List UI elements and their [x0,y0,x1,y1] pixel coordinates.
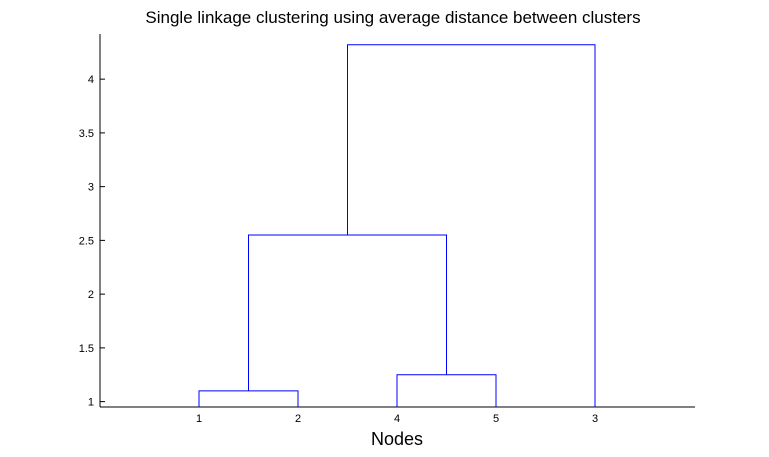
y-tick-label: 2 [88,289,94,301]
y-tick-label: 1 [88,397,94,409]
x-tick-label: 5 [493,413,499,425]
y-tick-label: 3.5 [79,128,94,140]
dendrogram-link [198,390,299,407]
x-tick-label: 4 [394,413,400,425]
x-tick-label: 3 [592,413,598,425]
dendrogram-link [396,374,497,407]
y-ticks: 1 1.5 2 2.5 3 3.5 4 [79,74,105,409]
y-tick-label: 4 [88,74,94,86]
x-tick-label: 2 [295,413,301,425]
y-tick-label: 2.5 [79,235,94,247]
dendrogram-link [347,44,596,407]
y-tick-label: 1.5 [79,343,94,355]
x-axis-label: Nodes [371,429,423,449]
x-tick-label: 1 [196,413,202,425]
axes [99,34,695,408]
y-tick-label: 3 [88,182,94,194]
dendrogram-link [248,234,447,391]
dendrogram-links [198,44,596,407]
chart-title: Single linkage clustering using average … [145,8,640,27]
